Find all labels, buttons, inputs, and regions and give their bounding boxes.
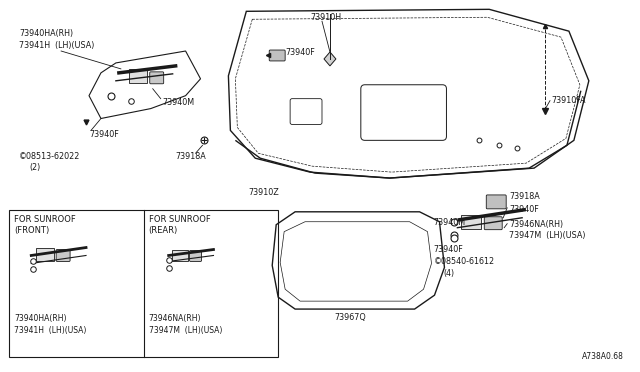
FancyBboxPatch shape	[484, 217, 502, 230]
Text: (2): (2)	[29, 163, 40, 172]
Text: 73910Z: 73910Z	[248, 188, 279, 197]
Text: 73941H  (LH)(USA): 73941H (LH)(USA)	[19, 41, 95, 50]
Text: 73946NA(RH): 73946NA(RH)	[148, 314, 201, 323]
FancyBboxPatch shape	[56, 250, 70, 262]
Text: (REAR): (REAR)	[148, 226, 178, 235]
FancyBboxPatch shape	[461, 215, 481, 229]
Text: FOR SUNROOF: FOR SUNROOF	[148, 215, 211, 224]
Text: 73940M: 73940M	[433, 218, 466, 227]
Text: 73940HA(RH): 73940HA(RH)	[14, 314, 67, 323]
Text: 73918A: 73918A	[175, 152, 206, 161]
Text: 73940F: 73940F	[285, 48, 315, 57]
FancyBboxPatch shape	[36, 247, 54, 262]
Text: ©08513-62022: ©08513-62022	[19, 152, 81, 161]
Text: 73910FA: 73910FA	[551, 96, 586, 105]
Text: 73947M  (LH)(USA): 73947M (LH)(USA)	[148, 326, 222, 335]
Text: 73940M: 73940M	[163, 98, 195, 107]
Text: 73940HA(RH): 73940HA(RH)	[19, 29, 74, 38]
FancyBboxPatch shape	[486, 195, 506, 209]
Text: ©08540-61612: ©08540-61612	[433, 257, 495, 266]
Text: A738A0.68: A738A0.68	[582, 352, 623, 361]
FancyBboxPatch shape	[150, 72, 164, 84]
Text: 73946NA(RH): 73946NA(RH)	[509, 220, 563, 229]
Text: 73910H: 73910H	[310, 13, 341, 22]
Text: 73941H  (LH)(USA): 73941H (LH)(USA)	[14, 326, 86, 335]
FancyBboxPatch shape	[269, 50, 285, 61]
Text: 73947M  (LH)(USA): 73947M (LH)(USA)	[509, 231, 586, 240]
Text: FOR SUNROOF: FOR SUNROOF	[14, 215, 76, 224]
Text: (FRONT): (FRONT)	[14, 226, 49, 235]
Text: 73940F: 73940F	[89, 131, 119, 140]
FancyBboxPatch shape	[189, 250, 202, 262]
FancyBboxPatch shape	[129, 69, 147, 83]
FancyBboxPatch shape	[172, 250, 188, 262]
Polygon shape	[324, 52, 336, 66]
Text: 73967Q: 73967Q	[334, 313, 365, 322]
Text: 73940F: 73940F	[433, 244, 463, 254]
Text: 73940F: 73940F	[509, 205, 539, 214]
Bar	[10, 210, 278, 357]
Text: 73918A: 73918A	[509, 192, 540, 201]
Text: (4): (4)	[444, 269, 454, 278]
